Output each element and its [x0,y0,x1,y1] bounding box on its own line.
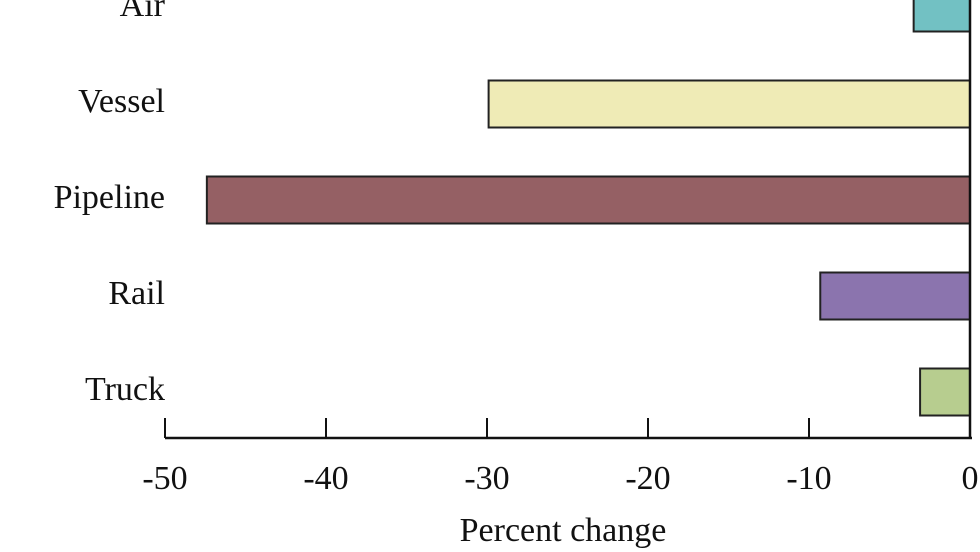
bar [912,0,972,33]
x-tick-label: -50 [142,460,187,497]
x-tick-label: 0 [962,460,979,497]
x-tick-label: -10 [786,460,831,497]
bar [819,271,972,321]
bar [919,367,972,417]
x-tick-label: -40 [303,460,348,497]
category-label: Rail [108,275,165,312]
bar [205,175,972,225]
category-label: Air [120,0,166,24]
category-label: Vessel [78,83,165,120]
x-tick-label: -30 [464,460,509,497]
bar [487,79,971,129]
x-axis-label: Percent change [460,512,667,549]
category-label: Pipeline [54,179,165,216]
x-tick-label: -20 [625,460,670,497]
category-label: Truck [85,371,165,408]
